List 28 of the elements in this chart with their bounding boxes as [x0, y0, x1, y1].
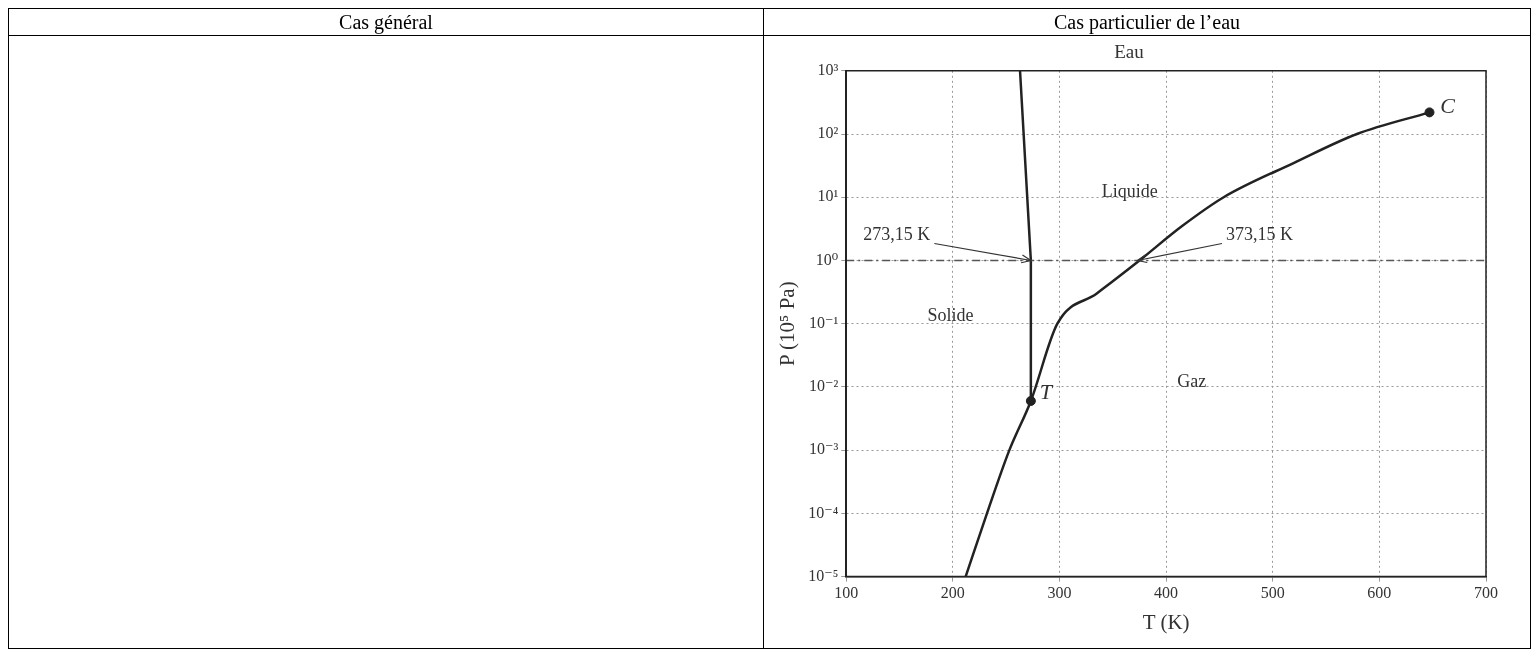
annotation: 273,15 K: [863, 224, 931, 245]
annotation: T: [1039, 378, 1054, 404]
y-axis-title: P (10⁵ Pa): [775, 281, 800, 367]
y-tick-label: 10¹: [817, 187, 839, 205]
annotation: Gaz: [1177, 370, 1207, 391]
x-tick-label: 100: [834, 584, 859, 602]
x-tick-label: 700: [1474, 584, 1498, 602]
chart-title: Eau: [1114, 41, 1145, 63]
y-tick-label: 10⁻³: [808, 440, 839, 458]
y-tick-label: 10⁻⁵: [808, 566, 839, 584]
text: Cas particulier de l’eau: [1053, 10, 1241, 35]
annotation: 373,15 K: [1225, 224, 1293, 245]
y-tick-label: 10²: [817, 124, 839, 142]
text: Cas général: [9, 9, 764, 35]
annotation: C: [1440, 93, 1456, 119]
x-tick-label: 400: [1154, 584, 1179, 602]
y-tick-label: 10⁻¹: [808, 313, 839, 331]
x-tick-label: 200: [940, 584, 965, 602]
x-axis-title: T (K): [1142, 609, 1190, 634]
x-tick-label: 300: [1047, 584, 1072, 602]
x-tick-label: 600: [1367, 584, 1392, 602]
y-tick-label: 10⁻⁴: [808, 503, 839, 521]
y-tick-label: 10⁰: [815, 250, 839, 268]
annotation: Liquide: [1101, 180, 1158, 201]
y-tick-label: 10⁻²: [808, 377, 839, 395]
annotation: Solide: [927, 304, 974, 325]
y-tick-label: 10³: [817, 61, 839, 78]
x-tick-label: 500: [1260, 584, 1285, 602]
